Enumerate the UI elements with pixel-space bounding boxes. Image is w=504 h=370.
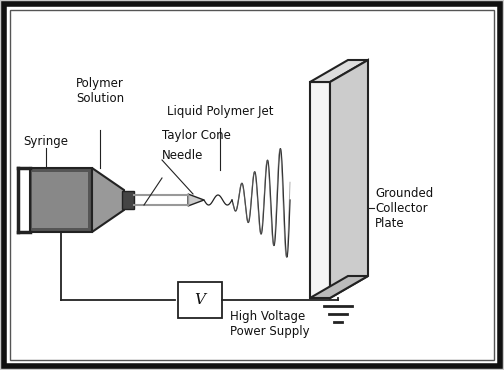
Polygon shape <box>310 82 330 298</box>
Text: Syringe: Syringe <box>24 135 69 148</box>
Text: Liquid Polymer Jet: Liquid Polymer Jet <box>167 105 273 118</box>
Text: Needle: Needle <box>162 149 204 162</box>
Bar <box>32 172 88 228</box>
Text: Taylor Cone: Taylor Cone <box>162 129 231 142</box>
Text: V: V <box>195 293 206 307</box>
Polygon shape <box>92 168 124 232</box>
Bar <box>122 191 134 209</box>
Text: Polymer
Solution: Polymer Solution <box>76 77 124 105</box>
Text: High Voltage
Power Supply: High Voltage Power Supply <box>230 310 309 338</box>
Polygon shape <box>188 194 204 206</box>
Bar <box>178 282 222 318</box>
Polygon shape <box>310 276 368 298</box>
Polygon shape <box>330 60 368 298</box>
Polygon shape <box>310 60 368 82</box>
Text: Grounded
Collector
Plate: Grounded Collector Plate <box>375 186 433 229</box>
Bar <box>30 168 92 232</box>
